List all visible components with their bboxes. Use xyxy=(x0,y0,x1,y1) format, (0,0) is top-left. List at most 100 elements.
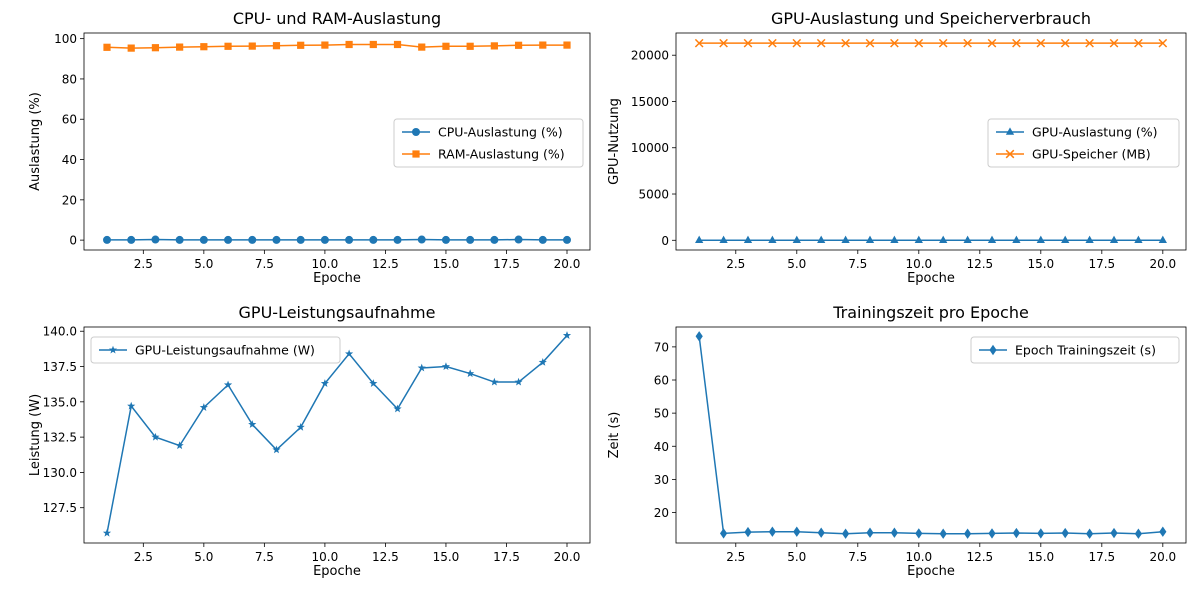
chart-title: CPU- und RAM-Auslastung xyxy=(233,9,441,28)
subplot-1: CPU- und RAM-Auslastung Epoche Auslastung … xyxy=(28,9,591,286)
data-point xyxy=(816,38,826,48)
data-point xyxy=(199,403,208,411)
data-point xyxy=(441,362,451,371)
data-point xyxy=(841,528,850,539)
legend-label: RAM-Auslastung (%) xyxy=(438,147,565,162)
y-tick-label: 80 xyxy=(62,72,77,86)
y-tick-label: 132.5 xyxy=(43,431,77,445)
y-tick-label: 60 xyxy=(62,113,77,127)
data-point xyxy=(1158,38,1168,48)
legend-marker xyxy=(989,344,997,356)
data-point xyxy=(914,235,923,244)
x-tick-label: 12.5 xyxy=(372,550,399,564)
data-point xyxy=(563,235,571,244)
data-point xyxy=(865,235,875,244)
data-point xyxy=(272,445,281,454)
data-point xyxy=(743,38,753,48)
data-point xyxy=(199,235,208,244)
x-tick-label: 15.0 xyxy=(433,257,460,271)
series-2 xyxy=(694,38,1168,48)
y-tick-label: 20 xyxy=(654,506,669,520)
data-point xyxy=(538,357,547,366)
legend-marker xyxy=(412,128,420,136)
series-line xyxy=(106,334,568,534)
data-point xyxy=(1061,235,1070,244)
y-tick-label: 70 xyxy=(654,340,669,354)
data-point xyxy=(514,41,523,49)
x-tick-label: 5.0 xyxy=(787,550,806,564)
y-axis-label: Auslastung (%) xyxy=(28,92,43,191)
data-point xyxy=(418,43,426,51)
data-point xyxy=(1061,527,1069,539)
x-axis-label: Epoche xyxy=(313,564,361,579)
data-point xyxy=(938,38,948,48)
data-point xyxy=(939,235,948,244)
data-point xyxy=(963,38,972,48)
y-tick-label: 15000 xyxy=(631,95,669,109)
series-1 xyxy=(103,235,571,244)
x-tick-label: 10.0 xyxy=(905,550,932,564)
legend-box xyxy=(987,118,1180,168)
axes-frame xyxy=(83,326,591,544)
data-point xyxy=(345,235,354,244)
y-tick-label: 100 xyxy=(54,32,77,46)
y-tick-label: 130.0 xyxy=(43,466,77,480)
data-point xyxy=(915,528,923,539)
data-point xyxy=(1085,38,1094,48)
subplot-3: GPU-Leistungsaufnahme Epoche Leistung (W) 2… xyxy=(28,303,591,579)
data-point xyxy=(514,235,523,244)
x-axis-label: Epoche xyxy=(313,271,361,286)
data-point xyxy=(1037,528,1045,539)
legend-box xyxy=(90,336,341,364)
data-point xyxy=(987,38,997,48)
y-tick-label: 30 xyxy=(654,473,669,487)
x-tick-label: 15.0 xyxy=(1027,550,1054,564)
y-tick-label: 137.5 xyxy=(43,360,77,374)
y-tick-label: 5000 xyxy=(638,188,669,202)
data-point xyxy=(175,441,184,450)
legend: Epoch Trainingszeit (s) xyxy=(970,336,1180,364)
data-point xyxy=(768,526,776,537)
data-point xyxy=(1109,235,1119,244)
subplot-2: GPU-Auslastung und Speicherverbrauch Epoc… xyxy=(607,9,1187,286)
x-tick-label: 7.5 xyxy=(255,257,274,271)
data-point xyxy=(176,43,184,51)
data-point xyxy=(866,527,874,538)
data-point xyxy=(369,235,378,244)
data-point xyxy=(369,40,377,49)
y-tick-label: 0 xyxy=(69,234,77,248)
x-tick-label: 17.5 xyxy=(493,550,520,564)
data-point xyxy=(514,377,523,386)
data-point xyxy=(248,420,257,428)
data-point xyxy=(151,432,160,441)
y-tick-label: 127.5 xyxy=(43,501,77,515)
data-point xyxy=(466,235,475,244)
data-point xyxy=(817,527,825,538)
data-point xyxy=(694,38,704,48)
data-point xyxy=(695,331,703,342)
x-tick-label: 20.0 xyxy=(1149,550,1176,564)
y-tick-label: 50 xyxy=(654,407,669,421)
data-point xyxy=(695,235,704,244)
data-point xyxy=(792,38,802,48)
series-1 xyxy=(695,235,1167,244)
data-point xyxy=(103,235,111,244)
x-tick-label: 17.5 xyxy=(1088,257,1115,271)
x-tick-label: 17.5 xyxy=(493,257,520,271)
data-point xyxy=(102,528,112,537)
chart-title: GPU-Leistungsaufnahme xyxy=(239,303,436,322)
data-point xyxy=(793,526,801,537)
axes-frame xyxy=(675,326,1187,544)
legend-label: Epoch Trainingszeit (s) xyxy=(1015,343,1156,358)
data-point xyxy=(1158,235,1167,244)
data-point xyxy=(224,235,233,244)
axes-frame xyxy=(675,32,1187,251)
data-point xyxy=(719,528,728,539)
data-point xyxy=(964,528,972,539)
x-tick-label: 15.0 xyxy=(1027,257,1054,271)
data-point xyxy=(272,42,281,50)
series-2 xyxy=(103,40,571,52)
y-axis-label: Zeit (s) xyxy=(607,412,622,459)
data-point xyxy=(719,38,728,48)
data-point xyxy=(1036,235,1045,244)
